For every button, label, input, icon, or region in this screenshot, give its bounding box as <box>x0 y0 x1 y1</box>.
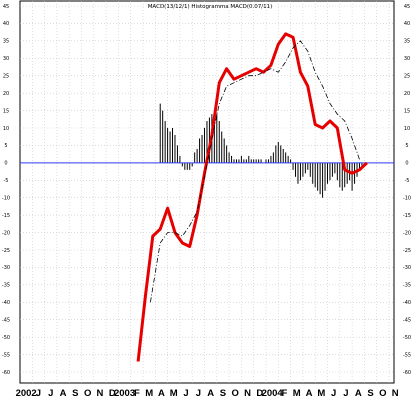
y-tick-label-right: -20 <box>403 230 411 236</box>
x-axis-label: A <box>306 388 313 399</box>
series-lines <box>136 32 368 362</box>
y-tick-label-right: 35 <box>404 39 410 45</box>
y-tick-label-left: -45 <box>2 318 10 324</box>
y-tick-label-left: 15 <box>3 108 9 114</box>
y-tick-label-left: -20 <box>2 230 10 236</box>
x-axis-label: O <box>379 388 386 399</box>
y-tick-label-right: 0 <box>405 161 408 167</box>
y-tick-label-left: 10 <box>3 126 9 132</box>
y-tick-label-left: 20 <box>3 91 9 97</box>
y-tick-label-left: 0 <box>4 161 7 167</box>
x-axis-label: A <box>158 388 165 399</box>
x-axis-label: S <box>220 388 226 399</box>
chart-title: MACD(13/12/1) Histogramma MACD(0.07/11) <box>148 4 273 10</box>
x-axis-label: M <box>145 388 153 399</box>
y-tick-label-left: -50 <box>2 335 10 341</box>
y-tick-label-right: -25 <box>403 248 411 254</box>
x-axis-label: A <box>207 388 214 399</box>
macd-line <box>136 32 368 362</box>
y-tick-label-right: 10 <box>404 126 410 132</box>
x-axis-label: N <box>392 388 399 399</box>
y-tick-label-right: 30 <box>404 56 410 62</box>
y-tick-label-left: 45 <box>3 4 9 10</box>
x-axis-label: J <box>183 388 188 399</box>
x-axis-label: 2002 <box>16 388 37 399</box>
y-tick-label-right: -35 <box>403 283 411 289</box>
y-tick-label-left: -5 <box>4 178 9 184</box>
x-axis-label: 2004 <box>262 388 284 399</box>
y-tick-label-left: 5 <box>4 143 7 149</box>
y-axis-ticks: 45 45 40 40 35 35 30 30 25 25 20 20 15 15 10 10 5 5 0 0 -5 -5… <box>2 4 411 376</box>
y-tick-label-left: -55 <box>2 352 10 358</box>
y-tick-label-right: -5 <box>405 178 410 184</box>
y-tick-label-right: 45 <box>404 4 410 10</box>
x-axis-label: N <box>97 388 104 399</box>
y-tick-label-left: 30 <box>3 56 9 62</box>
y-tick-label-right: 25 <box>404 74 410 80</box>
grid <box>20 1 394 383</box>
x-axis-label: O <box>84 388 91 399</box>
x-axis-label: J <box>48 388 53 399</box>
x-axis-label: M <box>317 388 325 399</box>
x-axis-label: O <box>232 388 239 399</box>
x-axis-label: 2003 <box>114 388 135 399</box>
y-tick-label-right: -60 <box>403 370 411 376</box>
y-tick-label-right: -55 <box>403 352 411 358</box>
y-tick-label-right: -50 <box>403 335 411 341</box>
x-axis-label: D <box>256 388 263 399</box>
y-tick-label-right: -15 <box>403 213 411 219</box>
y-tick-label-right: -40 <box>403 300 411 306</box>
x-axis-label: S <box>72 388 78 399</box>
x-axis-label: J <box>343 388 348 399</box>
x-axis-label: J <box>196 388 201 399</box>
y-tick-label-right: -30 <box>403 265 411 271</box>
y-tick-label-left: 40 <box>3 21 9 27</box>
y-tick-label-left: -60 <box>2 370 10 376</box>
x-axis-label: M <box>170 388 178 399</box>
y-tick-label-right: 20 <box>404 91 410 97</box>
y-tick-label-left: -15 <box>2 213 10 219</box>
x-axis-label: N <box>244 388 251 399</box>
y-tick-label-left: -30 <box>2 265 10 271</box>
x-axis-label: A <box>355 388 362 399</box>
x-axis-label: J <box>331 388 336 399</box>
y-tick-label-left: 25 <box>3 74 9 80</box>
y-tick-label-left: -40 <box>2 300 10 306</box>
x-axis-label: S <box>367 388 373 399</box>
x-axis-label: A <box>60 388 67 399</box>
y-tick-label-right: 15 <box>404 108 410 114</box>
histogram <box>159 103 363 198</box>
x-axis-label: J <box>36 388 41 399</box>
x-axis-label: M <box>293 388 301 399</box>
y-tick-label-left: -25 <box>2 248 10 254</box>
x-axis-label: F <box>134 388 140 399</box>
y-tick-label-right: 5 <box>405 143 408 149</box>
y-tick-label-right: 40 <box>404 21 410 27</box>
y-tick-label-right: -10 <box>403 196 411 202</box>
y-tick-label-left: -10 <box>2 196 10 202</box>
plot-area <box>19 0 395 384</box>
y-tick-label-left: -35 <box>2 283 10 289</box>
y-tick-label-right: -45 <box>403 318 411 324</box>
x-axis-label: D <box>109 388 116 399</box>
x-axis-label: F <box>282 388 288 399</box>
y-tick-label-left: 35 <box>3 39 9 45</box>
